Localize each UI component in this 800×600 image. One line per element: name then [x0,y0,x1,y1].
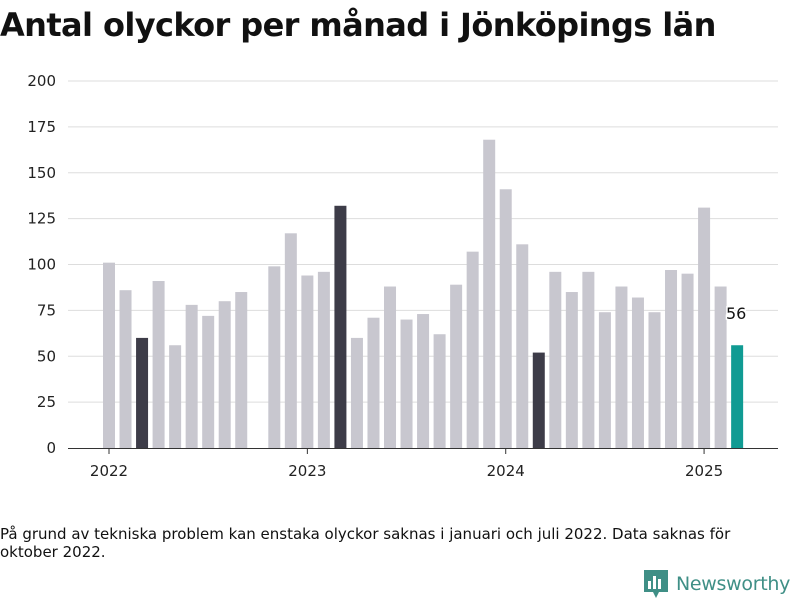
data-labels: 56 [724,303,747,325]
bar-2023-07 [400,319,413,448]
y-tick-label: 125 [27,210,56,228]
bar-2022-01 [103,262,115,448]
bar-2023-12 [483,139,496,448]
bar-2022-11 [268,266,281,448]
bar-2022-05 [169,345,182,448]
bar-2022-07 [202,315,215,448]
bar-2024-08 [615,286,628,448]
newsworthy-logo-icon [644,570,668,598]
bar-2024-04 [549,271,562,448]
bar-2023-11 [466,251,479,448]
bar-2023-04 [350,337,363,448]
x-axis: 2022 2023 2024 2025 [68,448,778,480]
bar-2025-02 [714,286,727,448]
bar-2022-09 [235,292,248,448]
bar-2024-06 [582,271,595,448]
bar-2023-06 [384,286,397,448]
bar-2022-08 [218,301,231,448]
x-tick-label: 2023 [288,462,326,480]
bar-2024-01 [499,189,512,448]
y-tick-label: 25 [37,393,56,411]
bar-2023-08 [417,314,430,448]
bar-2024-12 [681,273,694,448]
bar-2022-06 [185,304,198,448]
bar-2022-02 [119,290,132,448]
brand-logo[interactable]: Newsworthy [644,570,790,598]
bar-2024-11 [665,270,678,448]
footnote: På grund av tekniska problem kan enstaka… [0,525,731,561]
y-tick-label: 150 [27,164,56,182]
y-axis-ticks: 0 25 50 75 100 125 150 175 200 [27,72,56,457]
bar-2022-04 [152,281,165,448]
x-tick-label: 2025 [685,462,723,480]
bar-2025-01 [698,207,711,448]
y-tick-label: 100 [27,256,56,274]
bar-2024-10 [648,312,661,448]
bar-2023-05 [367,317,380,448]
bars [103,139,744,448]
chart-title: Antal olyckor per månad i Jönköpings län [0,6,716,44]
brand-name: Newsworthy [676,573,791,595]
bar-2023-01 [301,275,314,448]
bar-2024-09 [631,297,644,448]
bar-2023-03 [334,205,347,448]
x-tick-label: 2024 [487,462,525,480]
bar-2022-03 [136,337,149,448]
bar-2023-10 [450,284,463,448]
bar-2022-12 [284,233,297,448]
bar-2023-09 [433,334,446,448]
y-tick-label: 0 [46,439,56,457]
y-tick-label: 200 [27,72,56,90]
y-tick-label: 50 [37,347,56,365]
bar-2025-03 [731,345,744,448]
bar-2024-07 [598,312,611,448]
y-tick-label: 75 [37,301,56,319]
bar-2024-02 [516,244,529,448]
bar-2024-05 [565,292,578,448]
bar-2024-03 [532,352,545,448]
x-tick-label: 2022 [90,462,128,480]
bar-2023-02 [317,271,330,448]
data-label: 56 [726,304,746,323]
y-tick-label: 175 [27,118,56,136]
